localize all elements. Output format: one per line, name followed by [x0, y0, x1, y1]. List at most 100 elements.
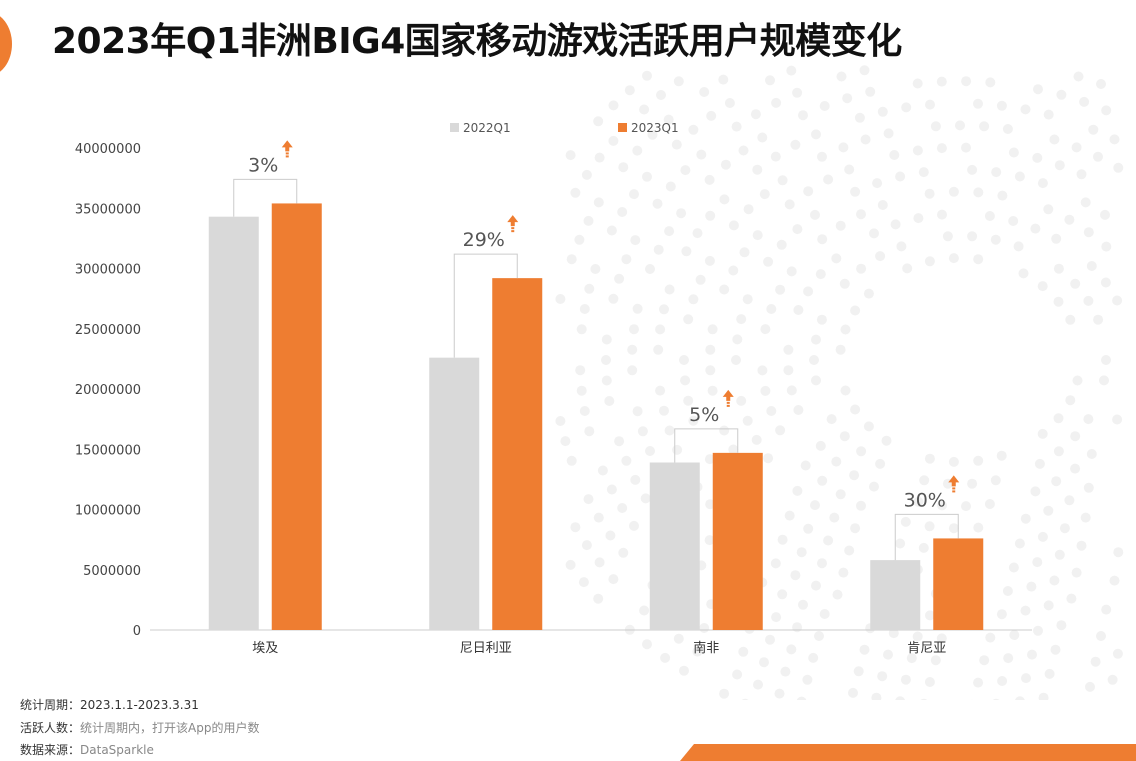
decor-dot — [839, 278, 850, 289]
decor-dot — [608, 135, 619, 146]
decor-dot — [817, 475, 828, 486]
decor-dot — [777, 534, 788, 545]
decor-dot — [1043, 109, 1054, 120]
decor-dot — [840, 324, 851, 335]
decor-dot — [750, 109, 761, 120]
up-arrow-icon — [948, 475, 960, 487]
growth-label: 29% — [463, 229, 505, 251]
y-tick-label: 15000000 — [75, 443, 141, 458]
growth-bracket — [233, 178, 298, 217]
decor-dot — [1113, 547, 1124, 558]
plot-area: 3% 埃及 29% 尼日利亚 5% 南非 30% 肯尼亚 — [208, 140, 984, 656]
decor-dot — [699, 87, 710, 97]
decor-dot — [1054, 549, 1065, 560]
decor-dot — [1083, 414, 1094, 425]
decor-dot — [742, 294, 753, 305]
decor-dot — [877, 671, 888, 682]
decor-dot — [765, 75, 775, 86]
decor-dot — [1101, 105, 1112, 116]
decor-dot — [1037, 428, 1048, 439]
decor-dot — [973, 187, 984, 198]
decor-dot — [659, 304, 669, 315]
decor-dot — [760, 385, 771, 396]
decor-dot — [1051, 476, 1062, 487]
decor-dot — [881, 435, 892, 446]
decor-dot — [593, 593, 604, 604]
decor-dot — [863, 288, 874, 299]
decor-dot — [925, 99, 935, 110]
decor-dot — [594, 557, 605, 568]
decor-dot — [763, 453, 774, 464]
decor-dot — [680, 165, 691, 176]
decor-dot — [566, 455, 577, 466]
decor-dot — [850, 523, 861, 534]
decor-dot — [918, 542, 929, 553]
up-arrow-icon — [511, 227, 515, 230]
decor-dot — [973, 522, 984, 533]
decor-dot — [900, 674, 911, 685]
decor-dot — [576, 324, 587, 335]
decor-dot — [1085, 681, 1095, 692]
decor-dot — [786, 644, 797, 655]
decor-dot — [1044, 668, 1055, 679]
decor-dot — [826, 414, 837, 425]
bar-2022q1 — [429, 357, 480, 630]
decor-dot — [617, 207, 628, 217]
decor-dot — [815, 440, 826, 451]
decor-dot — [601, 334, 612, 345]
decor-dot — [655, 385, 666, 396]
decor-dot — [815, 269, 826, 280]
decor-dot — [918, 167, 929, 178]
decor-dot — [618, 162, 629, 173]
decor-dot — [784, 199, 795, 210]
decor-dot — [997, 190, 1008, 201]
decor-dot — [645, 446, 655, 456]
decor-dot — [656, 90, 666, 100]
up-arrow-icon — [722, 389, 734, 401]
decor-dot — [574, 234, 585, 245]
decor-dot — [629, 324, 639, 335]
decor-dot — [856, 446, 867, 457]
decor-dot — [1056, 620, 1067, 631]
decor-dot — [593, 197, 604, 208]
y-tick-label: 20000000 — [75, 383, 141, 398]
decor-dot — [912, 145, 923, 156]
decor-dot — [632, 406, 643, 417]
decor-dot — [765, 634, 775, 645]
x-tick-label: 肯尼亚 — [907, 641, 946, 656]
decor-dot — [617, 503, 628, 513]
decor-dot — [692, 646, 703, 657]
decor-dot — [798, 599, 808, 610]
decor-dot — [850, 404, 861, 415]
growth-bracket — [674, 428, 739, 463]
y-tick-label: 25000000 — [75, 323, 141, 338]
decor-dot — [579, 406, 590, 416]
decor-dot — [555, 416, 566, 426]
bottom-accent-bar — [680, 744, 1136, 761]
decor-dot — [578, 577, 589, 588]
decor-dot — [688, 294, 699, 305]
up-arrow-icon — [285, 152, 289, 155]
decor-dot — [1020, 605, 1031, 616]
decor-dot — [629, 520, 639, 531]
footer-active-value: 统计周期内，打开该App的用户数 — [80, 721, 260, 735]
decor-dot — [961, 76, 972, 87]
decor-dot — [831, 253, 842, 264]
decor-dot — [606, 225, 617, 236]
decor-dot — [597, 465, 608, 476]
decor-dot — [856, 263, 867, 274]
decor-dot — [777, 589, 788, 600]
decor-dot — [831, 456, 842, 467]
legend-swatch — [618, 123, 627, 132]
decor-dot — [790, 139, 801, 150]
decor-dot — [792, 87, 803, 98]
decor-dot — [937, 500, 947, 511]
decor-dot — [642, 70, 652, 81]
decor-dot — [642, 639, 652, 650]
decor-dot — [792, 485, 803, 496]
page-title: 2023年Q1非洲BIG4国家移动游戏活跃用户规模变化 — [52, 21, 902, 62]
decor-dot — [1071, 142, 1082, 153]
decor-dot — [948, 253, 959, 264]
up-arrow-icon — [952, 490, 956, 493]
decor-dot — [672, 444, 683, 455]
